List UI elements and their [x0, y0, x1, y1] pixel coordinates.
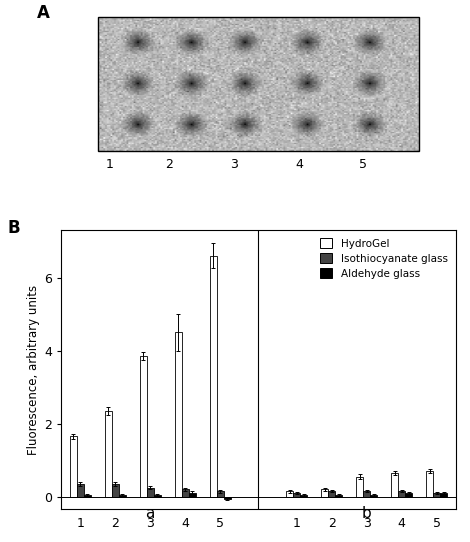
Bar: [77, 484, 84, 496]
Bar: [210, 256, 217, 496]
Bar: [105, 411, 112, 496]
Bar: [224, 496, 231, 499]
Bar: [398, 491, 405, 496]
Bar: [70, 436, 77, 496]
Bar: [405, 493, 412, 496]
Bar: [84, 495, 91, 496]
Bar: [433, 493, 440, 496]
Bar: [300, 495, 307, 496]
Text: A: A: [38, 4, 50, 22]
Text: b: b: [362, 506, 372, 521]
Bar: [356, 476, 363, 496]
Bar: [188, 493, 196, 496]
Bar: [119, 495, 126, 496]
Bar: [426, 471, 433, 496]
Bar: [98, 17, 419, 151]
Bar: [112, 484, 119, 496]
Text: B: B: [8, 219, 20, 237]
Bar: [329, 491, 336, 496]
Bar: [370, 495, 377, 496]
Bar: [154, 495, 161, 496]
Bar: [321, 489, 329, 496]
Bar: [336, 495, 342, 496]
Bar: [293, 493, 300, 496]
Bar: [363, 491, 370, 496]
Bar: [440, 493, 447, 496]
Bar: [286, 491, 293, 496]
Bar: [147, 488, 154, 496]
Bar: [217, 491, 224, 496]
Text: a: a: [146, 506, 155, 521]
Bar: [391, 473, 398, 496]
Bar: [175, 332, 181, 496]
Legend: HydroGel, Isothiocyanate glass, Aldehyde glass: HydroGel, Isothiocyanate glass, Aldehyde…: [317, 235, 451, 282]
Y-axis label: Fluorescence, arbitrary units: Fluorescence, arbitrary units: [27, 285, 40, 455]
Bar: [181, 489, 188, 496]
Bar: [140, 356, 147, 496]
